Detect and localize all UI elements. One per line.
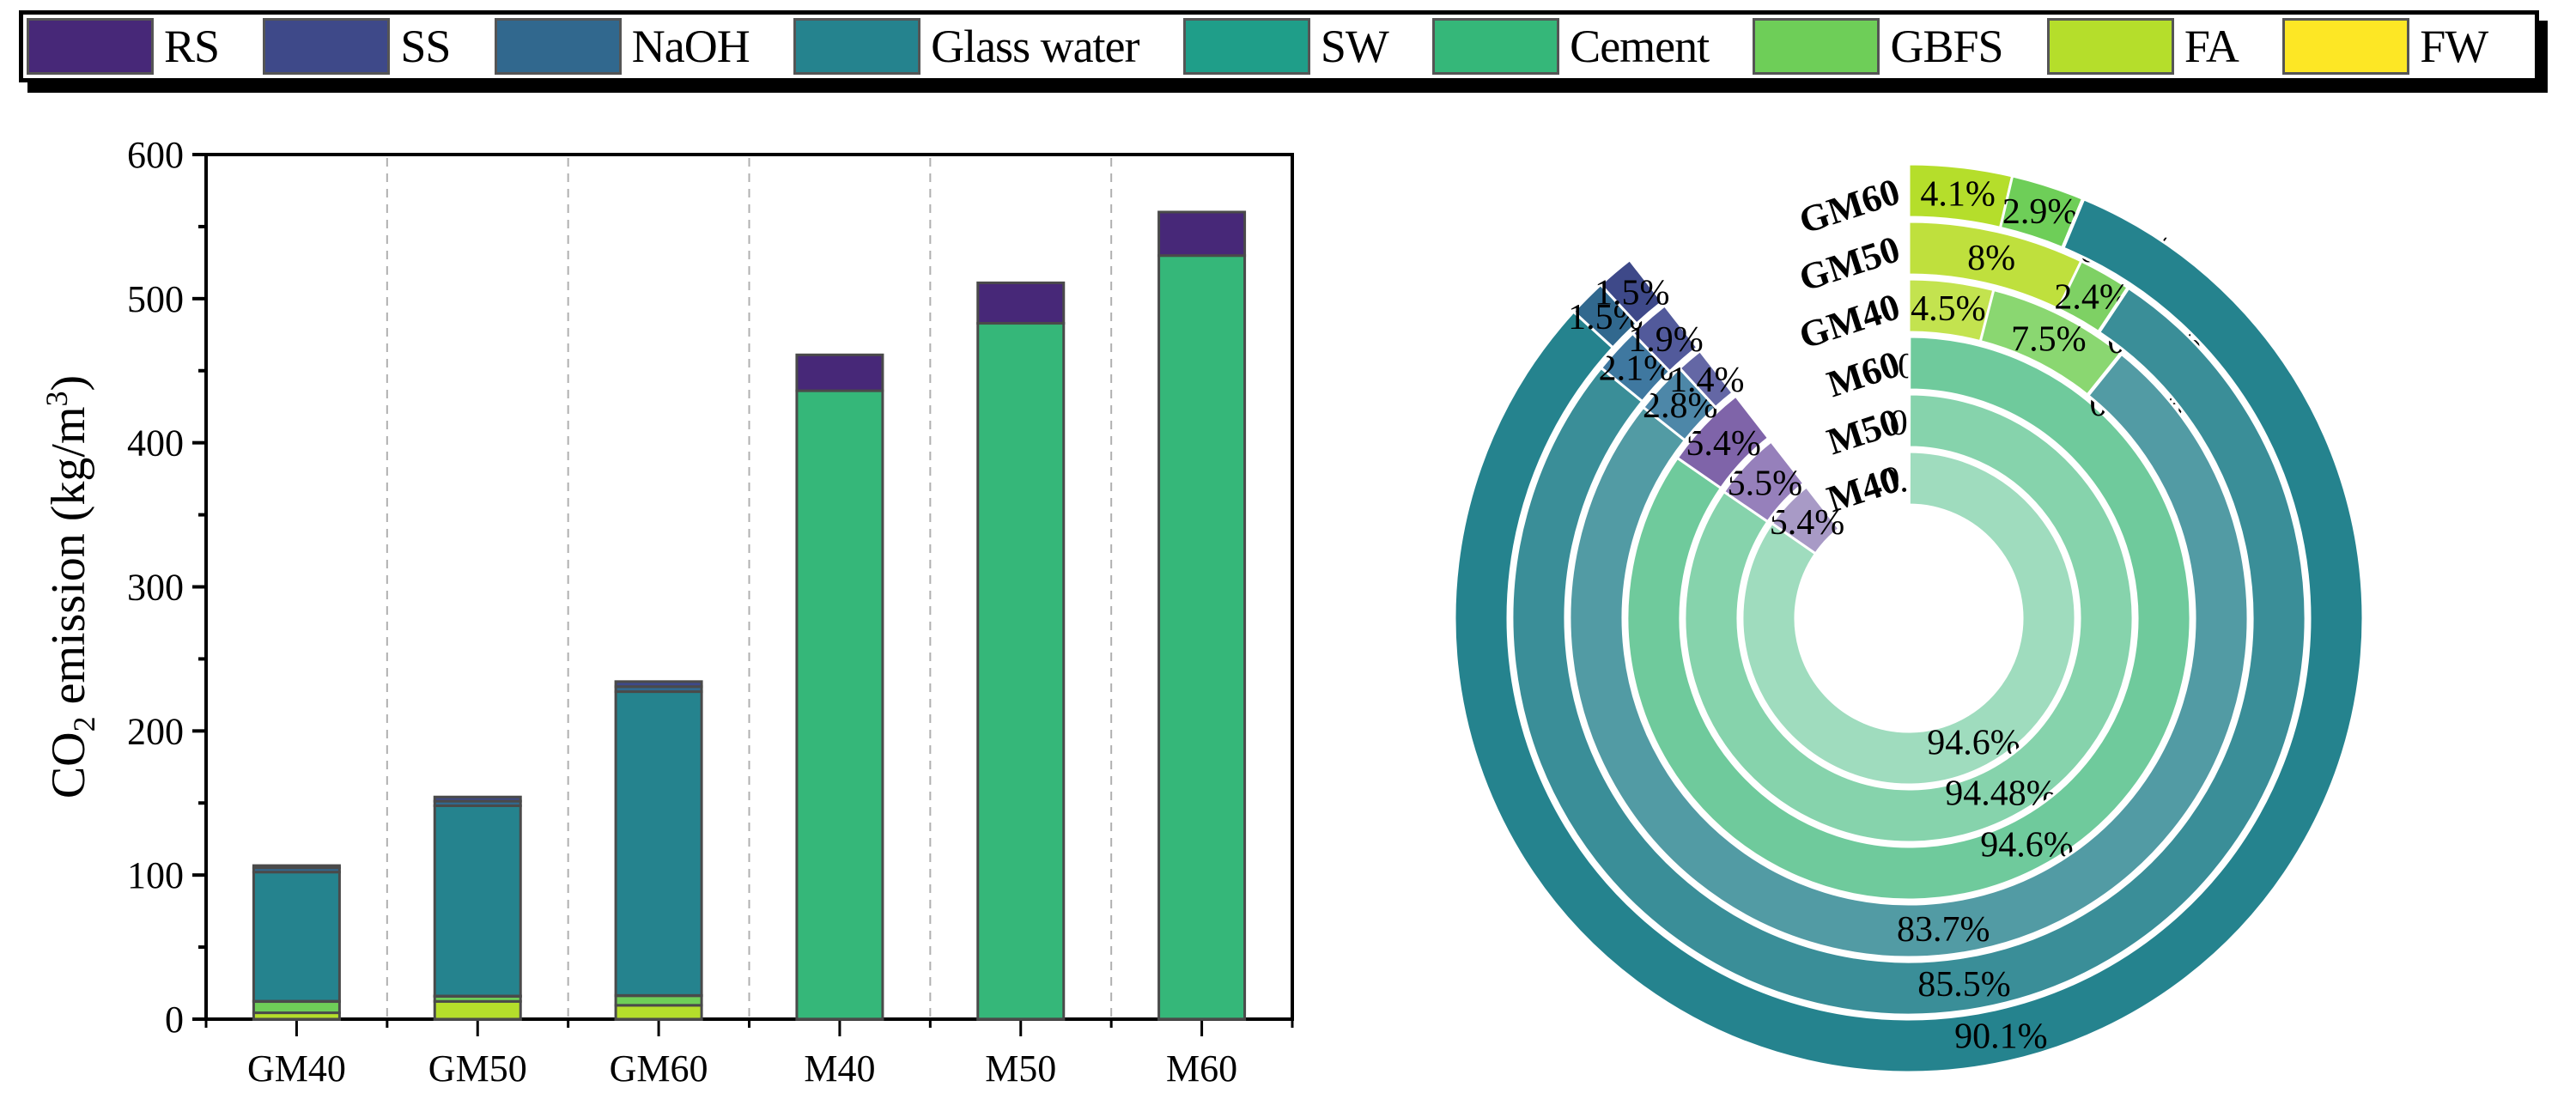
bar-segment-ss (614, 680, 703, 689)
donut-segment-glass-water (1510, 286, 2307, 1017)
legend-item-gbfs: GBFS (1753, 15, 2016, 78)
legend-label: FW (2420, 21, 2488, 72)
legend-label: NaOH (631, 21, 750, 72)
segment-label: 83.7% (1897, 910, 1990, 950)
y-axis-label: CO2 emission (kg/m3) (39, 375, 101, 798)
legend-swatch (27, 18, 154, 75)
bar-stack-m60 (1157, 210, 1247, 1021)
legend-swatch (1753, 18, 1880, 75)
legend-swatch (1432, 18, 1560, 75)
segment-label: 85.5% (1917, 965, 2011, 1005)
legend-swatch (2282, 18, 2410, 75)
legend-label: Cement (1570, 21, 1710, 72)
bar-stack-gm40 (252, 864, 341, 1021)
bar-segment-rs (976, 281, 1066, 325)
legend-label: SS (400, 21, 451, 72)
segment-label: 7.5% (2011, 319, 2087, 359)
bar-segment-ss (433, 795, 522, 803)
ring-name-label: M40 (1822, 458, 1905, 520)
y-tick-label: 100 (127, 854, 184, 896)
x-tick-label: M40 (804, 1047, 875, 1090)
donut-segment-rs (1722, 439, 1806, 524)
segment-label: 5.4% (1686, 424, 1761, 464)
segment-label: 5.4% (1770, 503, 1845, 543)
ring-name-label: M60 (1822, 343, 1905, 405)
legend-swatch (494, 18, 622, 75)
donut-segment-rs (1675, 394, 1771, 490)
segment-label: 4.5% (1911, 289, 1986, 329)
segment-label: 94.6% (1980, 825, 2074, 865)
legend-label: FA (2184, 21, 2239, 72)
legend-item-cement: Cement (1432, 15, 1722, 78)
bar-stack-m40 (795, 353, 884, 1021)
legend: RS SS NaOH Glass water SW Cement GBFS FA FW (19, 10, 2539, 82)
x-tick-label: M60 (1166, 1047, 1237, 1090)
donut-segment-glass-water (1453, 197, 2365, 1074)
segment-label: 4.1% (1920, 174, 1996, 214)
legend-item-glass-water: Glass water (793, 15, 1152, 78)
legend-item-naoh: NaOH (494, 15, 763, 78)
bar-stack-gm50 (433, 795, 522, 1021)
legend-swatch (2046, 18, 2174, 75)
segment-label: 94.6% (1927, 723, 2020, 762)
legend-item-ss: SS (263, 15, 464, 78)
segment-label: 1.4% (1669, 361, 1745, 400)
y-tick-label: 400 (127, 422, 184, 464)
bar-segment-rs (795, 353, 884, 392)
donut-segment-ss (1631, 303, 1699, 373)
segment-label: 5.5% (1728, 464, 1803, 503)
legend-swatch (1182, 18, 1310, 75)
ring-name-label: M50 (1822, 400, 1905, 463)
bar-segment-cement (1157, 254, 1247, 1021)
donut-segment-cement (1625, 335, 2192, 902)
ring-m60: 0.02%94.6%5.4%M60 (1625, 335, 2192, 902)
bar-segment-rs (1157, 210, 1247, 258)
legend-item-sw: SW (1182, 15, 1402, 78)
legend-swatch (793, 18, 921, 75)
y-tick-label: 600 (127, 134, 184, 176)
segment-label: 2.9% (2002, 192, 2078, 232)
segment-label: 1.9% (1628, 320, 1704, 360)
legend-item-rs: RS (27, 15, 233, 78)
bar-stack-gm60 (614, 680, 703, 1021)
x-tick-label: GM50 (428, 1047, 527, 1090)
y-tick-label: 0 (165, 999, 184, 1041)
donut-segment-rs (1770, 484, 1841, 556)
bar-stack-m50 (976, 281, 1066, 1021)
stacked-bar-chart: 0 100 200 300 400 500 600 CO2 emission (kg/m3) G… (39, 134, 1294, 1090)
donut-segment-ss (1677, 349, 1735, 410)
bar-segment-cement (795, 389, 884, 1021)
segment-label: 90.1% (1954, 1017, 2048, 1056)
bar-segment-cement (976, 322, 1066, 1021)
segment-label: 1.5% (1595, 273, 1670, 313)
donut-segment-ss (1598, 258, 1665, 326)
donut-segment-cement (1683, 392, 2135, 844)
legend-swatch (263, 18, 391, 75)
legend-item-fa: FA (2046, 15, 2252, 78)
legend-label: Glass water (931, 21, 1139, 72)
legend-label: RS (164, 21, 220, 72)
legend-label: SW (1320, 21, 1389, 72)
y-tick-label: 200 (127, 710, 184, 752)
legend-label: GBFS (1890, 21, 2003, 72)
y-tick-label: 500 (127, 278, 184, 320)
legend-item-fw: FW (2282, 15, 2501, 78)
donut-segment-cement (1741, 450, 2077, 786)
bar-segment-ss (252, 864, 341, 870)
x-tick-label: M50 (985, 1047, 1056, 1090)
segment-label: 8% (1967, 239, 2015, 278)
x-tick-label: GM60 (610, 1047, 708, 1090)
donut-segment-glass-water (1568, 352, 2250, 959)
x-tick-label: GM40 (247, 1047, 346, 1090)
y-tick-label: 300 (127, 567, 184, 609)
ring-gm60: 4.1%2.9%0.02%90.1%1.5%1.5%GM60 (1453, 162, 2365, 1074)
